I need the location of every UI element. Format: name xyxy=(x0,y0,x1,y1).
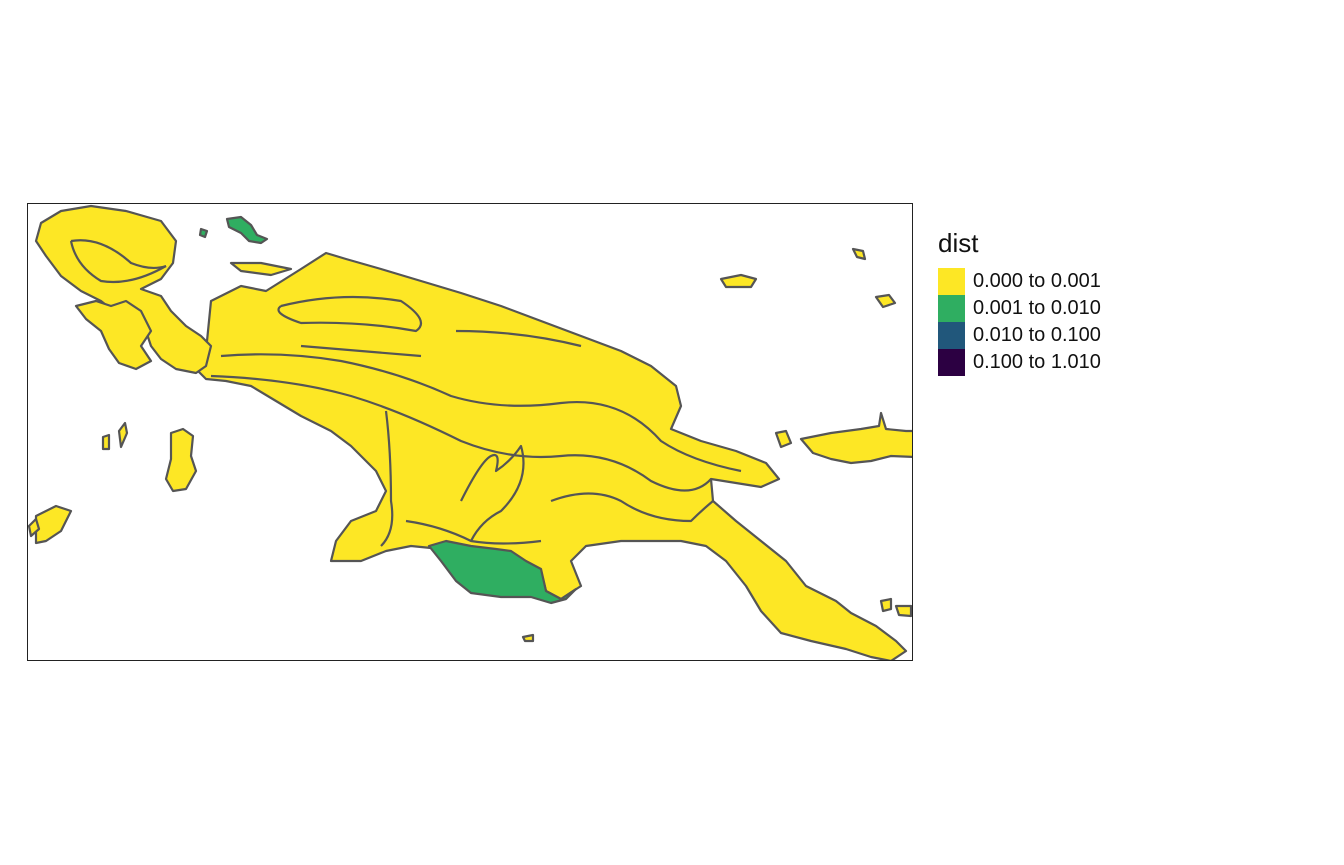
islet-a xyxy=(101,433,111,451)
legend-item: 0.000 to 0.001 xyxy=(938,268,1101,295)
misool-island xyxy=(164,427,198,493)
legend-item: 0.001 to 0.010 xyxy=(938,295,1101,322)
internal-boundaries xyxy=(69,239,742,547)
legend-item: 0.100 to 1.010 xyxy=(938,349,1101,376)
map-panel xyxy=(27,203,913,661)
legend-swatch xyxy=(938,349,965,376)
new-britain-island xyxy=(799,411,912,465)
map-canvas xyxy=(28,204,912,660)
small-islet-west xyxy=(28,517,41,538)
bird-head-south xyxy=(74,299,153,371)
islet-j xyxy=(521,633,535,643)
legend-title: dist xyxy=(938,228,979,258)
legend-label: 0.100 to 1.010 xyxy=(973,351,1101,373)
bird-head-peninsula xyxy=(34,204,213,375)
south-coast-lowlands xyxy=(427,539,578,605)
legend-swatch xyxy=(938,268,965,295)
islet-g xyxy=(774,429,793,449)
map-legend: dist 0.000 to 0.001 0.001 to 0.010 0.010… xyxy=(938,228,1101,376)
islet-c xyxy=(229,261,293,277)
legend-swatch xyxy=(938,295,965,322)
seram-island xyxy=(34,504,73,545)
islet-b xyxy=(117,421,129,449)
legend-item: 0.010 to 0.100 xyxy=(938,322,1101,349)
islet-d xyxy=(719,273,758,289)
islet-e xyxy=(851,247,867,261)
islet-f xyxy=(874,293,897,309)
legend-label: 0.001 to 0.010 xyxy=(973,297,1101,319)
legend-label: 0.000 to 0.001 xyxy=(973,270,1101,292)
legend-swatch xyxy=(938,322,965,349)
waigeo-island xyxy=(225,215,269,245)
islet-green xyxy=(198,227,209,239)
legend-label: 0.010 to 0.100 xyxy=(973,324,1101,346)
islet-h xyxy=(879,597,893,613)
islet-i xyxy=(894,604,912,618)
